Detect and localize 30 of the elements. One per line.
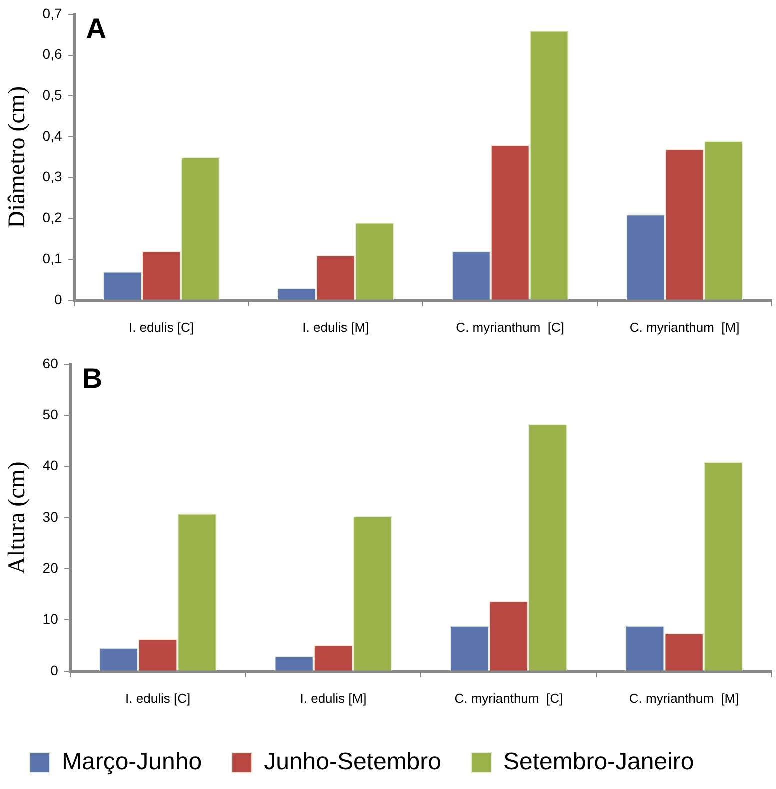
y-tick-label: 0 [50,662,59,678]
y-tick-label: 20 [42,560,59,576]
x-tick-label: C. myrianthum [M] [629,690,740,706]
y-tick-label: 50 [42,406,59,422]
y-tick-label: 0,7 [42,5,62,22]
x-tick-label: C. myrianthum [C] [456,320,565,335]
y-tick-label: 0,6 [42,46,62,62]
y-tick-label: 60 [42,355,59,372]
y-tick-label: 0,4 [42,128,62,144]
x-tick-label: C. myrianthum [C] [454,690,564,706]
x-tick-label: I. edulis [C] [126,690,191,706]
y-tick-label: 0,5 [42,86,62,103]
y-axis-title: Altura (cm) [4,462,31,574]
y-tick-label: 0,2 [42,210,62,226]
chart-title: B [82,363,103,394]
y-tick-label: 40 [42,458,59,474]
y-axis-title: Diâmetro (cm) [4,86,31,228]
y-tick-label: 0 [54,291,62,308]
legend-label: Junho-Setembro [264,748,442,776]
x-tick-label: C. myrianthum [M] [630,320,740,335]
y-tick-label: 10 [42,611,59,628]
legend-label: Março-Junho [62,748,202,776]
x-tick-label: I. edulis [M] [300,690,367,706]
y-tick-label: 0,1 [42,250,62,266]
chart-title: A [86,13,106,44]
x-tick-label: I. edulis [M] [302,320,370,335]
legend-label: Setembro-Janeiro [503,748,694,776]
y-tick-label: 0,3 [42,168,62,185]
x-tick-label: I. edulis [C] [128,320,194,335]
y-tick-label: 30 [42,508,59,525]
